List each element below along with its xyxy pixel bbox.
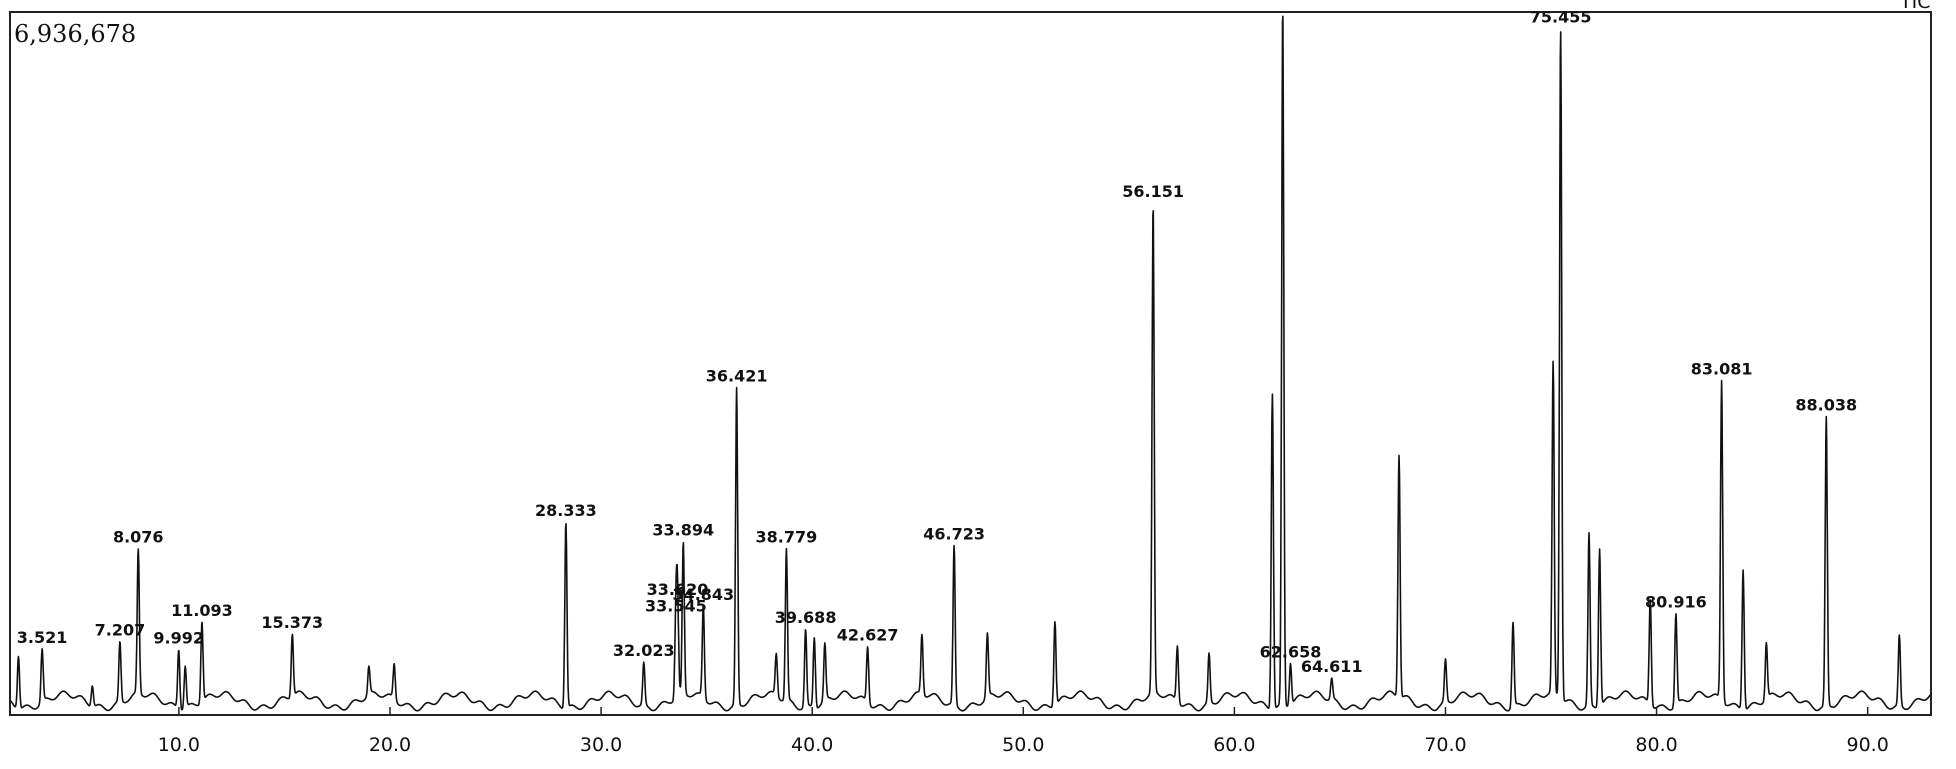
x-tick-label: 90.0 [1847,734,1889,756]
x-tick-label: 20.0 [369,734,411,756]
peak-label: 42.627 [837,626,899,645]
peak-label: 15.373 [261,613,323,632]
peak-label: 3.521 [17,628,68,647]
x-tick-label: 80.0 [1635,734,1677,756]
peak-label: 38.779 [756,528,818,547]
plot-frame [9,11,1932,716]
x-tick-label: 50.0 [1002,734,1044,756]
peak-label: 11.093 [171,601,233,620]
peak-label: 32.023 [613,641,675,660]
x-axis: 10.0 20.0 30.0 40.0 50.0 60.0 70.0 80.0 90.0 [158,707,1889,756]
peak-label: 83.081 [1691,360,1753,379]
peak-label: 33.894 [652,521,714,540]
x-tick-label: 30.0 [580,734,622,756]
peak-labels: 3.521 7.207 8.076 9.992 11.093 15.373 28.333 32… [17,0,1857,676]
peak-label: 7.207 [95,620,146,639]
peak-label: 34.843 [672,585,734,604]
peak-label: 75.455 [1530,7,1592,26]
peak-label: 33.620 [647,580,709,599]
peak-label: 9.992 [153,629,204,648]
x-tick-label: 60.0 [1213,734,1255,756]
peak-label: 36.421 [706,367,768,386]
x-tick-label: 70.0 [1424,734,1466,756]
chromatogram-trace [9,15,1932,712]
peak-label: 64.611 [1301,657,1363,676]
peak-label: 46.723 [923,524,985,543]
peak-label: 56.151 [1122,182,1184,201]
max-intensity-label: 6,936,678 [14,20,136,48]
peak-label: 62.291 [1252,0,1314,3]
peak-label: 33.545 [645,596,707,615]
peak-label: 88.038 [1795,395,1857,414]
peak-label: 8.076 [113,527,164,546]
peak-label: 80.916 [1645,593,1707,612]
peak-label: 28.333 [535,501,597,520]
corner-label: TIC [1899,0,1930,13]
peak-label: 39.688 [775,608,837,627]
x-tick-label: 40.0 [791,734,833,756]
x-tick-label: 10.0 [158,734,200,756]
peak-label: 62.658 [1260,642,1322,661]
